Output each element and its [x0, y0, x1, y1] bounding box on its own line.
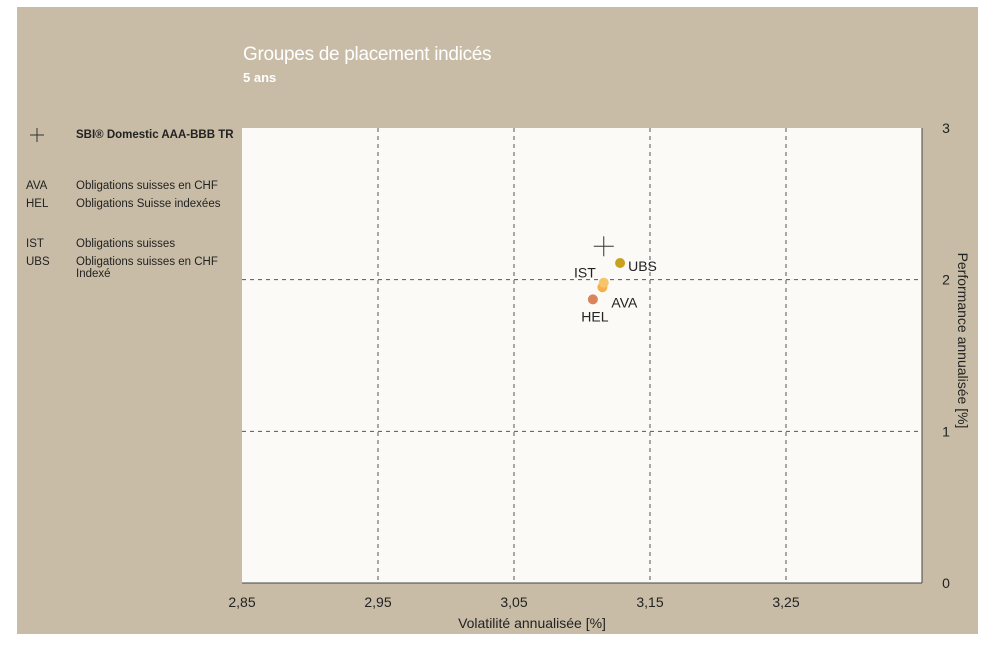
y-tick-label: 1 [942, 423, 950, 439]
legend-code-ist: IST [26, 238, 44, 250]
legend-code-ubs: UBS [26, 256, 50, 268]
x-tick-label: 3,25 [772, 594, 799, 610]
legend-code-hel: HEL [26, 198, 49, 210]
x-tick-label: 2,95 [364, 594, 391, 610]
plot-area [242, 128, 922, 583]
legend-label-hel: Obligations Suisse indexées [76, 198, 221, 210]
x-axis-label: Volatilité annualisée [%] [458, 615, 606, 631]
data-point-hel [587, 294, 598, 305]
data-label-ava: AVA [611, 294, 638, 310]
y-tick-label: 2 [942, 272, 950, 288]
data-point-ist [598, 277, 609, 288]
y-tick-label: 3 [942, 120, 950, 136]
chart-title: Groupes de placement indicés [243, 44, 492, 65]
chart-subtitle: 5 ans [243, 70, 277, 85]
legend-label-ava: Obligations suisses en CHF [76, 180, 218, 192]
plus-icon [30, 128, 44, 142]
legend-label-benchmark: SBI® Domestic AAA-BBB TR [76, 129, 234, 141]
x-tick-label: 3,05 [500, 594, 527, 610]
y-tick-label: 0 [942, 575, 950, 591]
x-tick-label: 3,15 [636, 594, 663, 610]
data-label-ist: IST [574, 265, 596, 281]
data-label-ubs: UBS [628, 258, 657, 274]
legend-label-ist: Obligations suisses [76, 238, 176, 250]
legend-code-ava: AVA [26, 180, 48, 192]
y-axis-label: Performance annualisée [%] [955, 253, 971, 429]
legend-label-ubs: Obligations suisses en CHF Indexé [76, 256, 218, 280]
data-label-hel: HEL [581, 308, 608, 324]
data-point-ubs [615, 257, 626, 268]
x-tick-label: 2,85 [228, 594, 255, 610]
